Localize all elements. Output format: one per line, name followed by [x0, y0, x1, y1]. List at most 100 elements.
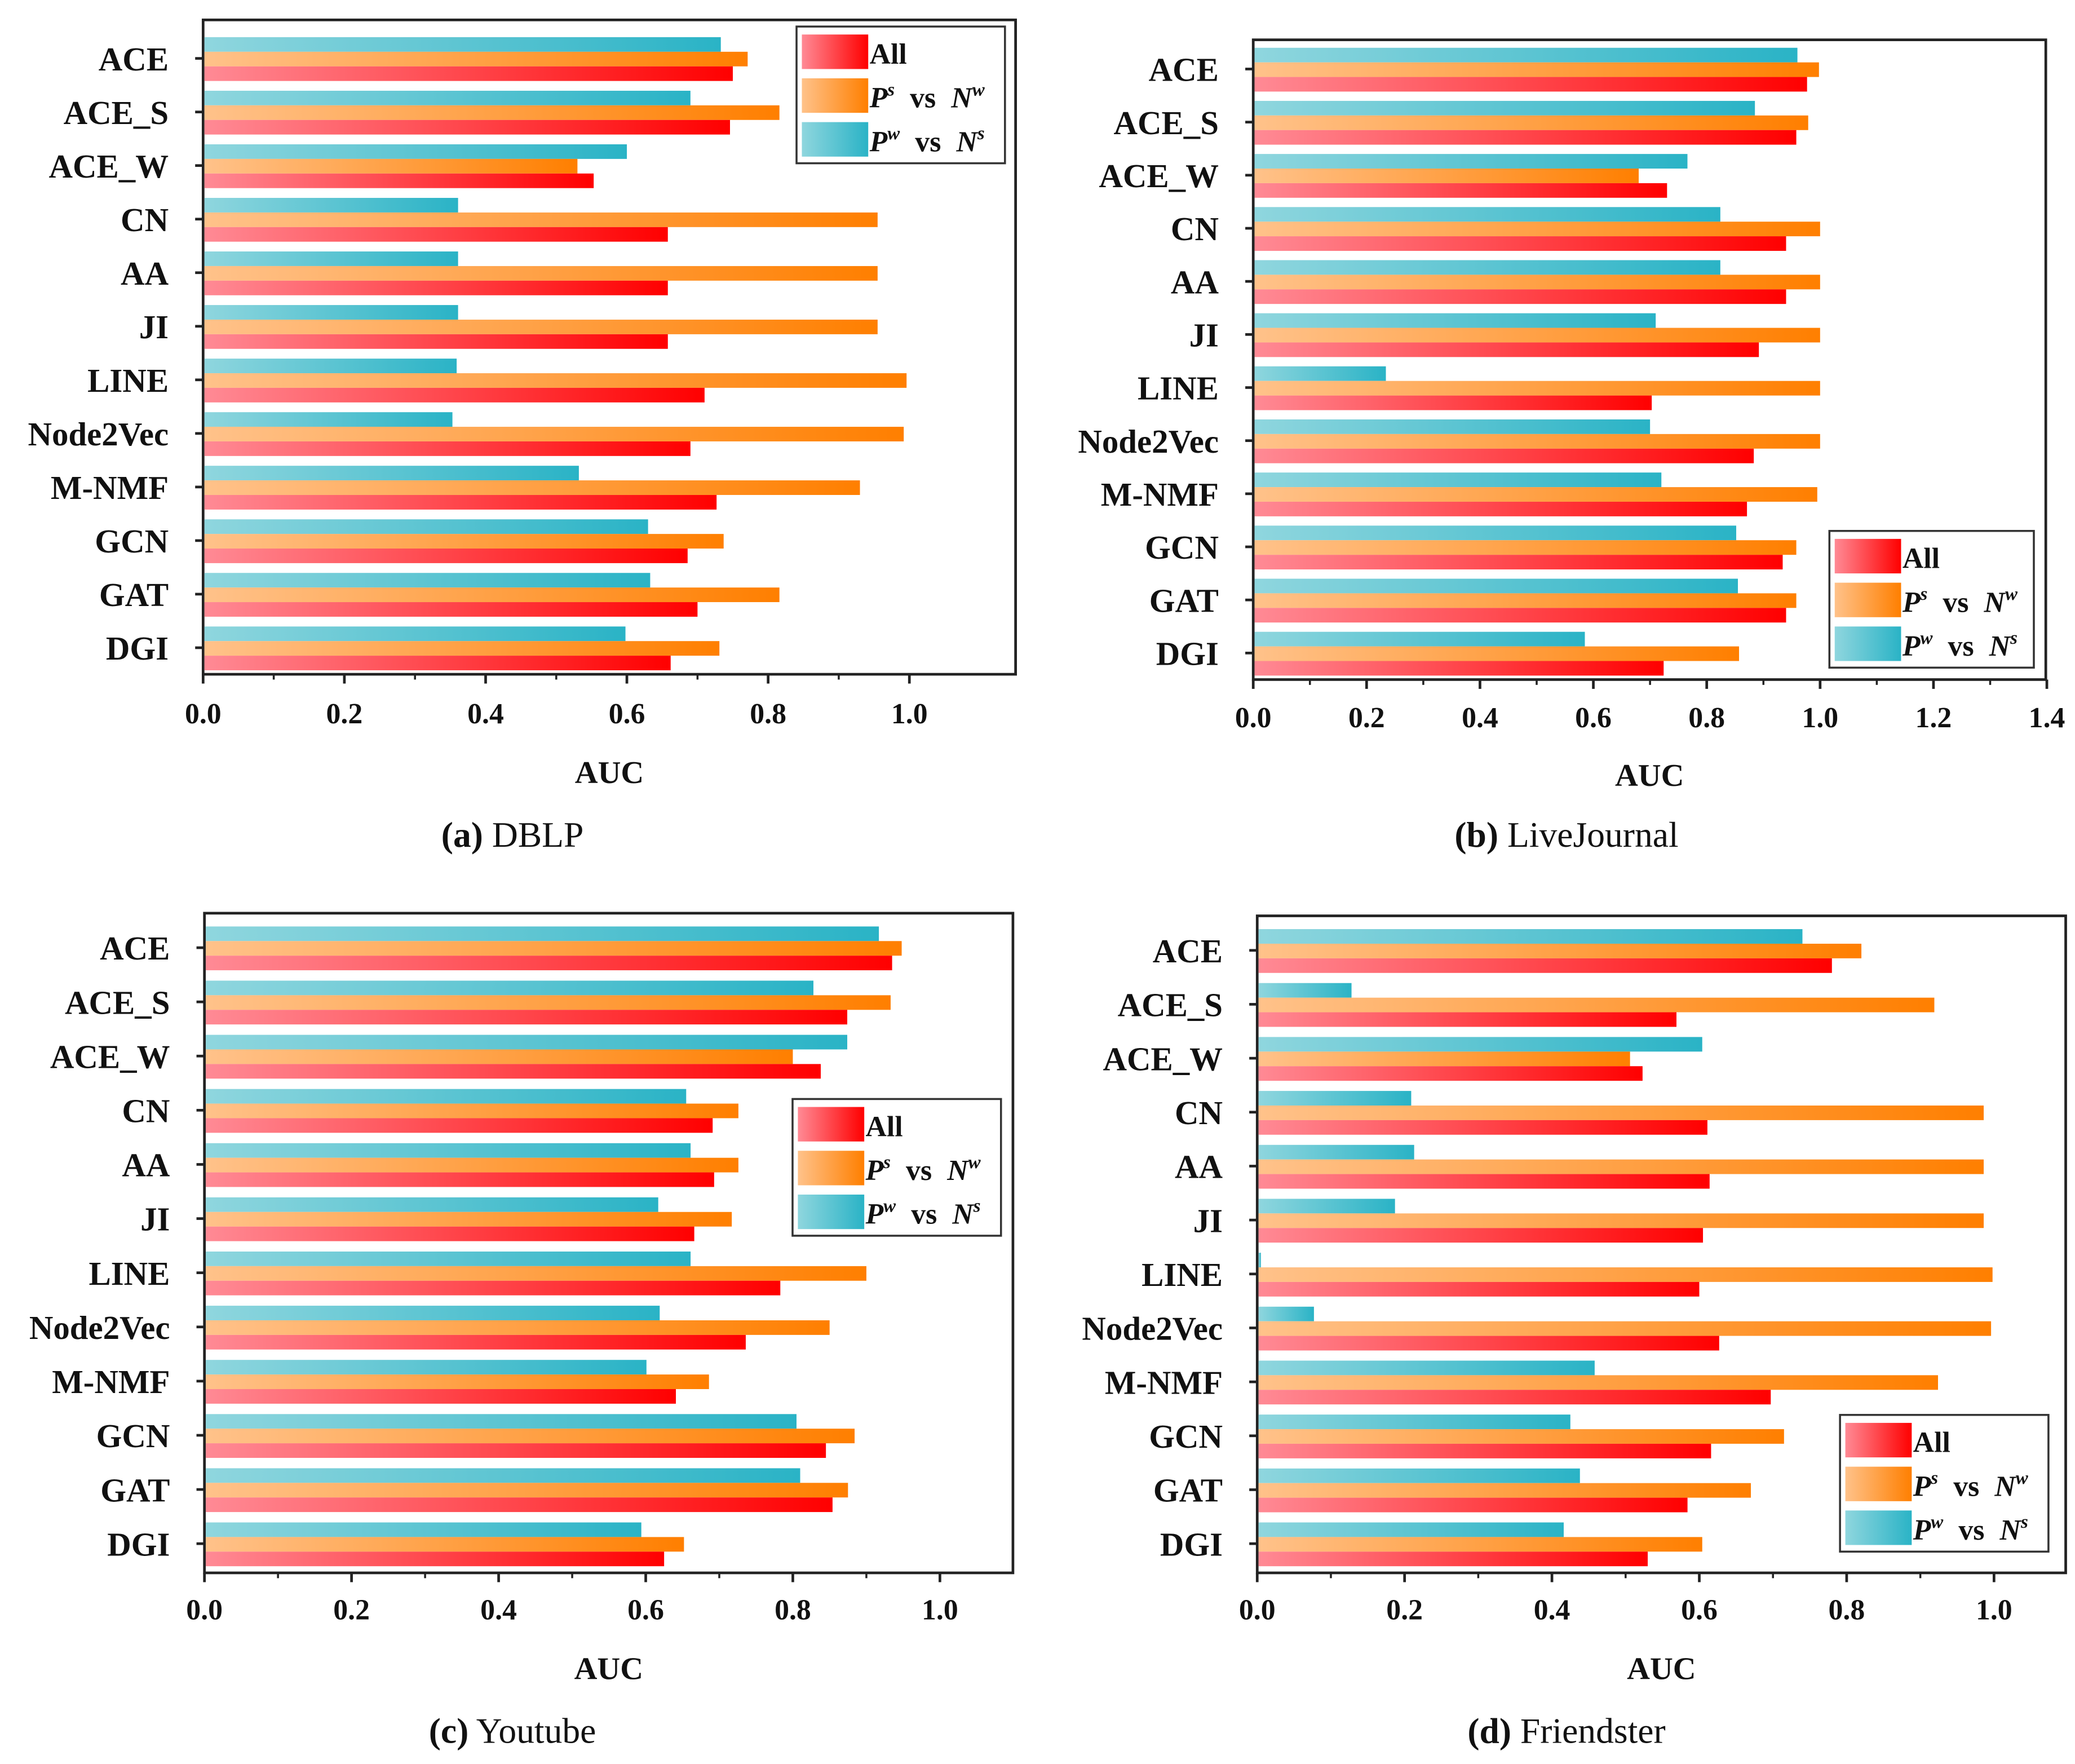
category-label: ACE — [100, 930, 170, 967]
bar-gcn-series-1 — [206, 1429, 855, 1444]
bar-ace_w-series-2 — [204, 144, 627, 159]
bar-node2vec-series-1 — [206, 1320, 830, 1335]
category-label: AA — [1171, 264, 1219, 300]
bar-aa-series-0 — [204, 280, 668, 295]
bar-ace_s-series-1 — [206, 995, 891, 1010]
bar-line-series-0 — [206, 1280, 781, 1296]
bar-ji-series-1 — [1254, 328, 1820, 343]
bar-ace-series-2 — [1254, 47, 1798, 63]
x-tick-label: 0.4 — [480, 1594, 517, 1626]
chart-panel-youtube: ACE ACE_S ACE_W CN AA JI LINE Node2Vec M-NMF GCN G… — [29, 912, 1015, 1750]
category-label: ACE — [1153, 933, 1223, 970]
bar-dgi-series-2 — [1254, 631, 1585, 647]
bar-ace_w-series-0 — [204, 173, 594, 188]
bar-ji-series-0 — [204, 334, 668, 349]
legend-swatch-1 — [1834, 582, 1901, 617]
category-label: ACE_S — [65, 984, 170, 1021]
legend-label-2: Pw vs Ns — [1902, 628, 2018, 662]
bar-cn-series-0 — [1254, 236, 1786, 251]
bar-gcn-series-0 — [1258, 1443, 1711, 1458]
category-label: AA — [121, 255, 169, 292]
bar-m-nmf-series-0 — [206, 1389, 676, 1404]
legend-label-1: Ps vs Nw — [1902, 584, 2018, 618]
bar-gcn-series-1 — [204, 534, 724, 549]
bar-ace-series-0 — [1258, 958, 1832, 973]
x-tick-label: 0.8 — [1688, 702, 1725, 734]
legend-label-0: All — [1913, 1427, 1950, 1459]
category-label: GAT — [1153, 1473, 1223, 1509]
bar-ji-series-2 — [1258, 1199, 1395, 1214]
x-tick-label: 1.0 — [922, 1594, 958, 1626]
x-tick-label: 1.4 — [2029, 702, 2065, 734]
bar-gat-series-2 — [206, 1468, 800, 1483]
bar-aa-series-0 — [1254, 289, 1786, 304]
bar-ace-series-1 — [1258, 943, 1862, 958]
bar-ji-series-2 — [1254, 313, 1656, 328]
legend-swatch-0 — [798, 1107, 865, 1142]
bar-ace_s-series-2 — [1254, 100, 1755, 116]
bar-ji-series-0 — [1254, 342, 1759, 357]
x-tick-label: 0.6 — [609, 698, 645, 730]
bar-ji-series-1 — [204, 319, 878, 334]
legend-swatch-2 — [1834, 626, 1901, 661]
bar-node2vec-series-2 — [206, 1306, 660, 1320]
plot-frame — [1255, 914, 2067, 1575]
legend-swatch-0 — [1834, 538, 1901, 574]
x-axis-label: AUC — [575, 755, 644, 790]
category-label: Node2Vec — [1078, 423, 1219, 460]
category-label: LINE — [89, 1255, 170, 1292]
bar-gcn-series-0 — [206, 1443, 826, 1458]
bar-line-series-2 — [204, 359, 457, 374]
bar-gat-series-2 — [1254, 578, 1738, 594]
panel-caption: (a) DBLP — [441, 815, 584, 855]
bar-aa-series-2 — [1258, 1144, 1414, 1160]
legend-label-2: Pw vs Ns — [869, 123, 985, 158]
chart-panel-livejournal: ACE ACE_S ACE_W CN AA JI LINE Node2Vec M-NMF GCN G… — [1078, 38, 2065, 855]
bar-aa-series-2 — [204, 251, 458, 266]
category-label: LINE — [1142, 1257, 1223, 1293]
bar-line-series-1 — [204, 373, 907, 388]
bar-aa-series-1 — [1254, 275, 1820, 290]
bar-line-series-1 — [1258, 1267, 1993, 1282]
legend-label-0: All — [1903, 543, 1940, 575]
bar-ace-series-1 — [204, 51, 748, 67]
bar-m-nmf-series-2 — [1254, 472, 1662, 488]
bar-ace_s-series-0 — [1258, 1012, 1676, 1027]
bar-line-series-1 — [1254, 381, 1820, 396]
bar-aa-series-1 — [1258, 1159, 1984, 1174]
bar-gat-series-1 — [1258, 1483, 1751, 1498]
bar-gcn-series-0 — [1254, 555, 1783, 570]
category-label: JI — [1189, 317, 1219, 354]
category-label: M-NMF — [52, 1364, 170, 1400]
x-tick-label: 0.4 — [1534, 1594, 1570, 1626]
bar-node2vec-series-0 — [206, 1334, 746, 1350]
category-label: CN — [1171, 211, 1219, 247]
x-tick-label: 0.6 — [1575, 702, 1612, 734]
bar-m-nmf-series-0 — [1258, 1390, 1771, 1405]
category-label: JI — [139, 309, 169, 346]
bar-cn-series-1 — [1258, 1106, 1984, 1120]
bar-gat-series-2 — [1258, 1468, 1580, 1483]
bar-ace-series-2 — [1258, 929, 1803, 944]
bar-cn-series-2 — [204, 198, 458, 213]
x-tick-label: 0.0 — [1235, 702, 1272, 734]
category-label: DGI — [1160, 1526, 1223, 1563]
x-tick-label: 0.2 — [1348, 702, 1385, 734]
bar-node2vec-series-0 — [204, 441, 691, 456]
bar-cn-series-2 — [1258, 1091, 1412, 1106]
bar-dgi-series-1 — [206, 1537, 684, 1552]
legend-swatch-2 — [798, 1194, 865, 1230]
bar-gat-series-0 — [204, 602, 698, 617]
bar-ace_s-series-0 — [1254, 130, 1797, 145]
category-label: CN — [1175, 1095, 1223, 1131]
bar-dgi-series-2 — [1258, 1522, 1564, 1537]
bar-ace-series-1 — [206, 941, 902, 956]
category-label: ACE_W — [1103, 1041, 1223, 1077]
bar-dgi-series-1 — [1258, 1537, 1702, 1552]
x-tick-label: 0.8 — [775, 1594, 811, 1626]
bar-ace_w-series-0 — [1254, 183, 1667, 198]
bar-dgi-series-1 — [1254, 646, 1740, 661]
bar-cn-series-1 — [204, 212, 878, 227]
bar-cn-series-0 — [1258, 1120, 1707, 1135]
bar-ace_w-series-0 — [206, 1064, 821, 1079]
